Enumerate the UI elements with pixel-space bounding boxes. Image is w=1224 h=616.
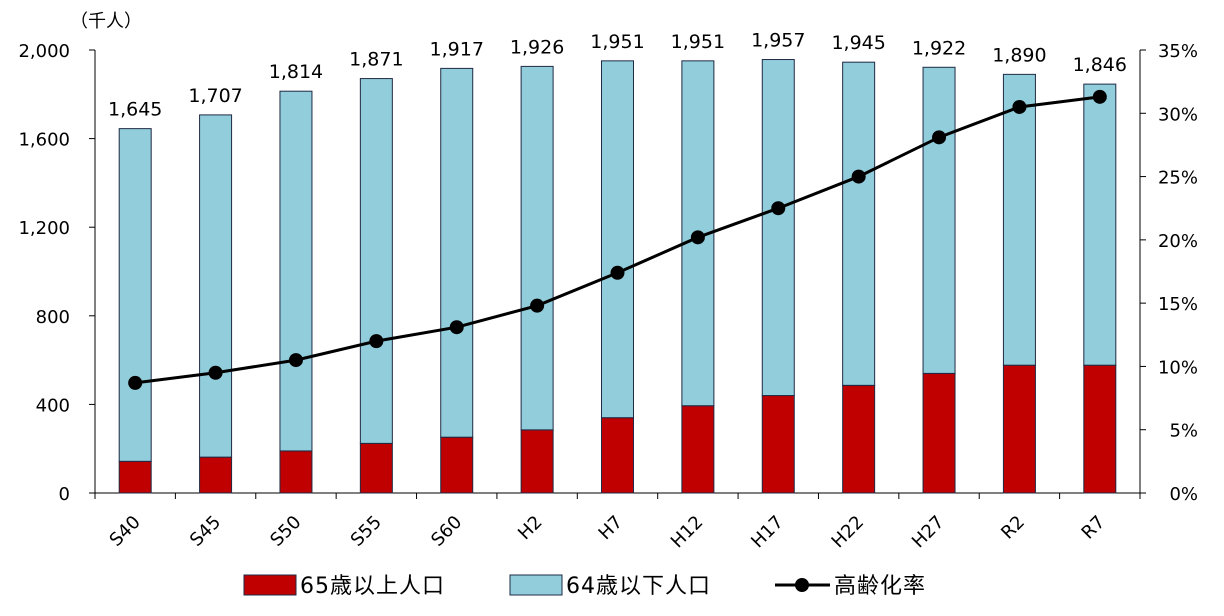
bar-64-under	[118, 128, 152, 462]
total-data-label: 1,645	[108, 99, 162, 121]
total-data-label: 1,917	[430, 38, 484, 60]
total-data-label: 1,951	[671, 31, 725, 53]
aging-rate-point	[369, 334, 384, 349]
aging-rate-point	[449, 320, 464, 335]
legend: 65歳以上人口 64歳以下人口 高齢化率	[243, 574, 926, 599]
y-left-tick-label: 2,000	[18, 41, 70, 62]
bar-65-plus	[199, 456, 233, 494]
bar-64-under	[279, 90, 313, 452]
y-right-tick-label: 35%	[1158, 41, 1198, 62]
bar-65-plus	[1083, 364, 1117, 494]
x-tick-label: S40	[106, 512, 145, 551]
bar-64-under	[1083, 83, 1117, 366]
bar-64-under	[601, 60, 634, 419]
y-right-tick-label: 15%	[1158, 294, 1198, 315]
total-data-label: 1,890	[992, 44, 1046, 66]
x-tick-label: S55	[347, 512, 386, 551]
x-tick-label: H17	[747, 512, 788, 553]
x-tick-label: H27	[908, 512, 949, 553]
y-left-unit-label: （千人）	[70, 11, 142, 32]
total-data-label: 1,922	[912, 37, 966, 59]
legend-marker-aging-rate	[795, 578, 809, 592]
bar-64-under	[199, 114, 233, 458]
total-data-label: 1,945	[831, 32, 885, 54]
x-tick-label: H22	[828, 512, 869, 553]
bar-64-under	[359, 78, 393, 444]
aging-rate-point	[610, 265, 625, 280]
total-data-label: 1,814	[269, 61, 323, 83]
y-left-tick-label: 400	[36, 395, 70, 416]
bar-65-plus	[681, 405, 715, 494]
total-data-label: 1,951	[590, 31, 644, 53]
bar-65-plus	[359, 442, 393, 494]
bar-65-plus	[842, 384, 876, 494]
bar-65-plus	[440, 436, 474, 494]
aging-rate-point	[771, 201, 786, 216]
x-tick-label: S60	[427, 512, 466, 551]
aging-rate-point	[1092, 89, 1107, 104]
y-left-tick-label: 0	[59, 484, 70, 505]
y-right-tick-label: 10%	[1158, 357, 1198, 378]
aging-rate-point	[932, 130, 947, 145]
x-tick-label: R7	[1078, 512, 1110, 544]
bar-64-under	[520, 65, 554, 431]
total-data-label: 1,707	[188, 85, 242, 107]
bar-65-plus	[279, 450, 313, 494]
aging-rate-point	[288, 353, 303, 368]
axes-group: 0 400 800 1,200 1,600 2,000 0% 5% 10% 15% 20% 25% 30…	[18, 41, 1198, 505]
aging-rate-point	[851, 169, 866, 184]
legend-label-64-under: 64歳以下人口	[566, 574, 711, 599]
aging-rate-point	[128, 375, 143, 390]
bar-65-plus	[601, 417, 634, 494]
total-data-label: 1,846	[1073, 54, 1127, 76]
aging-rate-point	[208, 365, 223, 380]
aging-rate-point	[530, 298, 545, 313]
aging-rate-point	[690, 230, 705, 245]
x-tick-label: R2	[997, 512, 1029, 544]
bar-65-plus	[922, 372, 956, 494]
bar-65-plus	[520, 429, 554, 494]
x-tick-label: S50	[266, 512, 305, 551]
bar-64-under	[761, 59, 795, 397]
x-tick-label: H12	[667, 512, 708, 553]
total-data-label: 1,957	[751, 30, 805, 52]
bar-65-plus	[761, 395, 795, 494]
x-tick-label: H7	[595, 512, 628, 545]
y-right-tick-label: 0%	[1169, 484, 1198, 505]
bar-64-under	[1002, 73, 1036, 366]
bar-64-under	[842, 61, 876, 386]
legend-label-65-plus: 65歳以上人口	[300, 574, 445, 599]
legend-swatch-65-plus	[243, 574, 297, 596]
total-data-label: 1,871	[349, 49, 403, 71]
bar-65-plus	[1002, 364, 1036, 494]
y-left-tick-label: 1,200	[18, 218, 70, 239]
legend-swatch-64-under	[509, 574, 563, 596]
bar-64-under	[440, 67, 474, 438]
x-tick-label: H2	[514, 512, 547, 545]
y-left-tick-label: 800	[36, 307, 70, 328]
line-group	[128, 89, 1107, 390]
aging-rate-point	[1012, 99, 1027, 114]
bar-64-under	[922, 66, 956, 374]
y-right-tick-label: 25%	[1158, 168, 1198, 189]
y-right-tick-label: 20%	[1158, 231, 1198, 252]
total-data-label: 1,926	[510, 36, 564, 58]
legend-label-aging-rate: 高齢化率	[834, 574, 926, 599]
y-right-tick-label: 30%	[1158, 104, 1198, 125]
y-left-tick-label: 1,600	[18, 130, 70, 151]
y-right-tick-label: 5%	[1169, 421, 1198, 442]
x-tick-label: S45	[186, 512, 225, 551]
bar-65-plus	[118, 460, 152, 494]
